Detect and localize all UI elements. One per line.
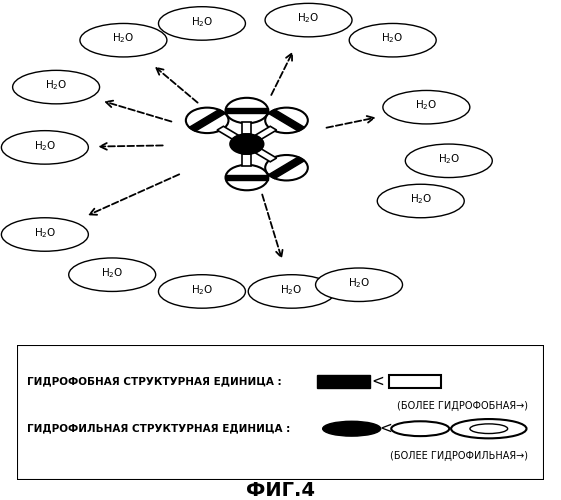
Circle shape <box>470 424 508 434</box>
Text: <: < <box>372 374 384 389</box>
Text: H$_2$O: H$_2$O <box>191 283 213 296</box>
Text: (БОЛЕЕ ГИДРОФИЛЬНАЯ→): (БОЛЕЕ ГИДРОФИЛЬНАЯ→) <box>390 450 528 460</box>
Polygon shape <box>189 110 226 132</box>
Polygon shape <box>268 157 305 178</box>
Ellipse shape <box>349 24 436 57</box>
Text: H$_2$O: H$_2$O <box>348 276 370 290</box>
Text: ГИДРОФОБНАЯ СТРУКТУРНАЯ ЕДИНИЦА :: ГИДРОФОБНАЯ СТРУКТУРНАЯ ЕДИНИЦА : <box>27 376 282 386</box>
Text: H$_2$O: H$_2$O <box>410 192 432 206</box>
Ellipse shape <box>68 258 156 292</box>
Ellipse shape <box>158 274 246 308</box>
Text: <: < <box>380 421 392 436</box>
Circle shape <box>323 422 381 436</box>
Ellipse shape <box>13 70 100 104</box>
Ellipse shape <box>2 218 89 251</box>
Polygon shape <box>255 126 277 139</box>
Polygon shape <box>268 110 305 132</box>
Text: H$_2$O: H$_2$O <box>438 152 460 166</box>
Text: <: < <box>448 421 461 436</box>
Text: H$_2$O: H$_2$O <box>34 226 56 239</box>
Ellipse shape <box>405 144 493 178</box>
Polygon shape <box>226 175 268 180</box>
Ellipse shape <box>80 24 167 57</box>
Polygon shape <box>242 154 251 166</box>
Circle shape <box>265 155 308 180</box>
Circle shape <box>451 419 527 438</box>
Circle shape <box>230 134 264 154</box>
Ellipse shape <box>265 4 352 37</box>
Polygon shape <box>242 122 251 134</box>
Bar <box>318 374 370 388</box>
Circle shape <box>391 422 449 436</box>
Text: H$_2$O: H$_2$O <box>101 266 123 280</box>
Ellipse shape <box>383 90 470 124</box>
Polygon shape <box>255 149 277 162</box>
Text: H$_2$O: H$_2$O <box>280 283 303 296</box>
Text: H$_2$O: H$_2$O <box>191 15 213 28</box>
Ellipse shape <box>2 130 89 164</box>
Ellipse shape <box>158 6 246 40</box>
Ellipse shape <box>315 268 403 302</box>
Text: H$_2$O: H$_2$O <box>45 78 67 92</box>
Text: H$_2$O: H$_2$O <box>415 98 438 112</box>
Circle shape <box>226 165 268 190</box>
Ellipse shape <box>377 184 465 218</box>
Text: H$_2$O: H$_2$O <box>112 32 135 46</box>
Circle shape <box>226 98 268 124</box>
Text: H$_2$O: H$_2$O <box>297 12 320 26</box>
Ellipse shape <box>249 274 335 308</box>
Bar <box>389 374 442 388</box>
Text: H$_2$O: H$_2$O <box>34 139 56 152</box>
Text: ФИГ.4: ФИГ.4 <box>246 482 315 500</box>
Polygon shape <box>217 126 238 139</box>
Text: H$_2$O: H$_2$O <box>381 32 404 46</box>
Polygon shape <box>226 108 268 113</box>
Text: (БОЛЕЕ ГИДРОФОБНАЯ→): (БОЛЕЕ ГИДРОФОБНАЯ→) <box>397 400 528 411</box>
Circle shape <box>186 108 228 133</box>
Text: ГИДРОФИЛЬНАЯ СТРУКТУРНАЯ ЕДИНИЦА :: ГИДРОФИЛЬНАЯ СТРУКТУРНАЯ ЕДИНИЦА : <box>27 424 291 434</box>
Circle shape <box>265 108 308 133</box>
